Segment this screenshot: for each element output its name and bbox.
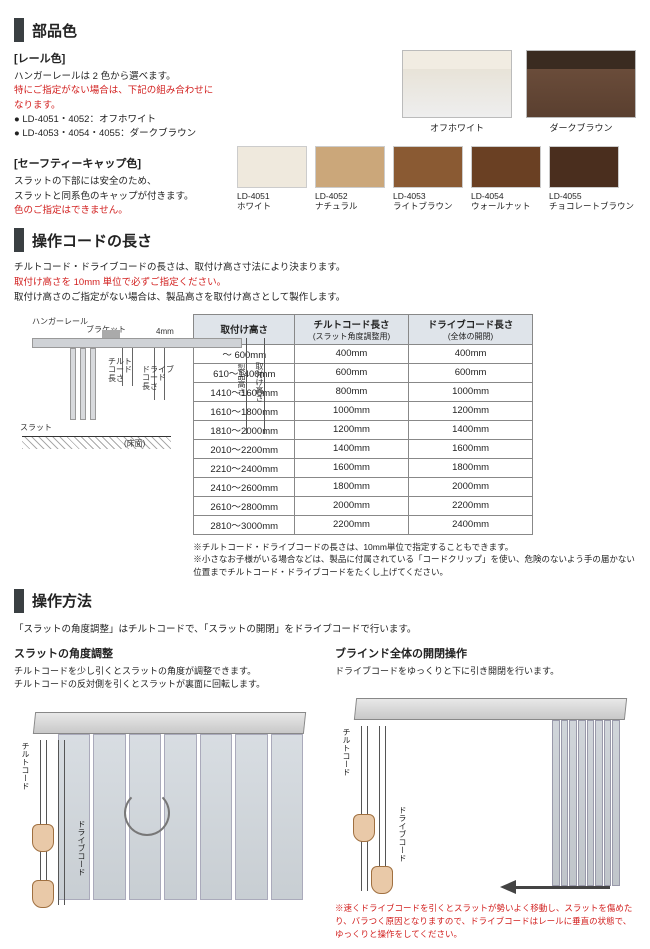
- op-left-desc: チルトコードを少し引くとスラットの角度が調整できます。 チルトコードの反対側を引…: [14, 665, 315, 692]
- section-bar: [14, 18, 24, 42]
- table-row: 1610〜1800mm1000mm1200mm: [194, 401, 533, 420]
- operation-intro: 「スラットの角度調整」はチルトコードで、「スラットの開閉」をドライブコードで行い…: [14, 621, 636, 635]
- op-left-illustration: チルトコード ドライブコード: [14, 700, 315, 910]
- rail-swatches: オフホワイトダークブラウン: [237, 50, 636, 134]
- table-row: 2210〜2400mm1600mm1800mm: [194, 458, 533, 477]
- rail-bullet-1: ● LD-4053・4054・4055：ダークブラウン: [14, 128, 196, 139]
- rail-heading: [レール色]: [14, 50, 219, 66]
- op-right-illustration: チルトコード ドライブコード: [335, 686, 636, 896]
- op-right-desc: ドライブコードをゆっくりと下に引き開閉を行います。: [335, 665, 636, 679]
- section-header-operation: 操作方法: [14, 589, 636, 613]
- diag-label-slat: スラット: [20, 422, 52, 433]
- cap-swatch: LD-4053ライトブラウン: [393, 146, 463, 211]
- cord-notes: チルトコード・ドライブコードの長さは、10mm単位で指定することもできます。小さ…: [193, 541, 636, 579]
- cap-swatch: LD-4055チョコレートブラウン: [549, 146, 634, 211]
- table-row: 2610〜2800mm2000mm2200mm: [194, 496, 533, 515]
- cap-note-red: 色のご指定はできません。: [14, 205, 128, 216]
- cap-swatch: LD-4051ホワイト: [237, 146, 307, 211]
- table-row: 2010〜2200mm1400mm1600mm: [194, 439, 533, 458]
- rail-swatch: オフホワイト: [402, 50, 512, 134]
- rail-bullet-0: ● LD-4051・4052：オフホワイト: [14, 114, 156, 125]
- diag-label-mounth: 取付け高さ: [254, 362, 265, 402]
- op-warning: ※速くドライブコードを引くとスラットが勢いよく移動し、スラットを傷めたり、バラつ…: [335, 902, 636, 940]
- cap-swatch: LD-4052ナチュラル: [315, 146, 385, 211]
- diag-label-tilt: チルト コード 長さ: [108, 358, 132, 384]
- cap-desc1: スラットの下部には安全のため、: [14, 176, 157, 187]
- table-row: 2410〜2600mm1800mm2000mm: [194, 477, 533, 496]
- label-tilt-cord: チルトコード: [20, 742, 31, 790]
- th-drive: ドライブコード長さ(全体の開閉): [408, 314, 532, 344]
- table-row: 1810〜2000mm1200mm1400mm: [194, 420, 533, 439]
- cap-swatch: LD-4054ウォールナット: [471, 146, 541, 211]
- label-tilt-cord: チルトコード: [341, 728, 352, 776]
- section-title: 操作コードの長さ: [32, 230, 152, 251]
- section-bar: [14, 228, 24, 252]
- diag-label-prodh: 製品高さ: [236, 364, 247, 396]
- cord-length-table: 取付け高さ チルトコード長さ(スラット角度調整用) ドライブコード長さ(全体の開…: [193, 314, 533, 535]
- diag-label-drive: ドライブ コード 長さ: [142, 366, 174, 392]
- cap-desc2: スラットと同系色のキャップが付きます。: [14, 191, 194, 202]
- section-title: 操作方法: [32, 590, 92, 611]
- th-tilt: チルトコード長さ(スラット角度調整用): [295, 314, 409, 344]
- rail-intro: ハンガーレールは 2 色から選べます。: [14, 71, 176, 82]
- diag-label-floor: (床面): [124, 438, 145, 449]
- cord-intro2: 取付け高さのご指定がない場合は、製品高さを取付け高さとして製作します。: [14, 292, 345, 303]
- section-header-cord: 操作コードの長さ: [14, 228, 636, 252]
- mounting-diagram: ハンガーレール ブラケット 4mm チルト コード 長さ ドライブ コード 長さ…: [14, 314, 179, 449]
- table-row: 2810〜3000mm2200mm2400mm: [194, 515, 533, 534]
- diag-label-gap: 4mm: [156, 327, 174, 336]
- op-right-title: ブラインド全体の開閉操作: [335, 645, 636, 661]
- arrow-left-icon: [500, 882, 610, 892]
- table-row: 〜 600mm400mm400mm: [194, 344, 533, 363]
- diag-label-hanger: ハンガーレール: [32, 316, 88, 327]
- section-header-parts: 部品色: [14, 18, 636, 42]
- section-bar: [14, 589, 24, 613]
- cord-intro-red: 取付け高さを 10mm 単位で必ずご指定ください。: [14, 277, 226, 288]
- cap-heading: [セーフティーキャップ色]: [14, 155, 219, 171]
- cap-swatches: LD-4051ホワイトLD-4052ナチュラルLD-4053ライトブラウンLD-…: [237, 146, 636, 211]
- section-title: 部品色: [32, 20, 77, 41]
- label-drive-cord: ドライブコード: [397, 806, 408, 862]
- label-drive-cord: ドライブコード: [76, 820, 87, 876]
- rail-note-red: 特にご指定がない場合は、下記の組み合わせになります。: [14, 85, 213, 110]
- op-left-title: スラットの角度調整: [14, 645, 315, 661]
- note-line: 小さなお子様がいる場合などは、製品に付属されている「コードクリップ」を使い、危険…: [193, 553, 636, 579]
- rail-swatch: ダークブラウン: [526, 50, 636, 134]
- note-line: チルトコード・ドライブコードの長さは、10mm単位で指定することもできます。: [193, 541, 636, 554]
- cord-intro1: チルトコード・ドライブコードの長さは、取付け高さ寸法により決まります。: [14, 262, 345, 273]
